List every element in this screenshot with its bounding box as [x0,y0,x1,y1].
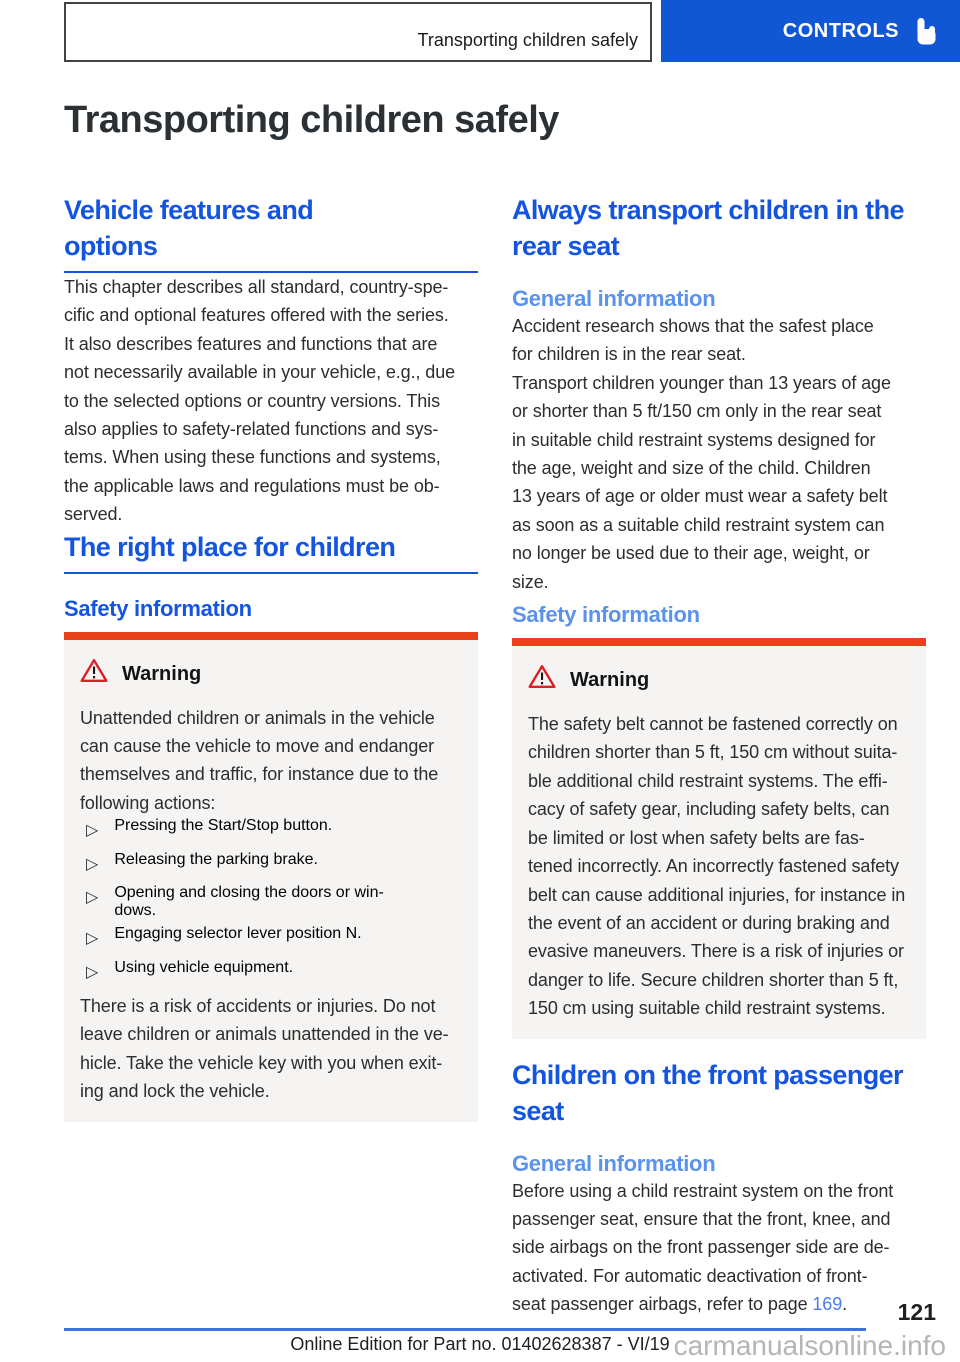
footer-divider [64,1328,866,1331]
list-item-text: Pressing the Start/Stop button. [114,817,333,835]
page-reference-link[interactable]: 169 [812,1294,843,1315]
subheading-safety-information-right: Safety information [512,602,700,628]
paragraph-accident-research: Accident research shows that the safest … [512,316,874,365]
list-item-text: Releasing the parking brake. [114,850,318,868]
list-item-text: Engaging selector lever position N. [114,925,362,943]
warning-title: Warning [122,662,202,685]
paragraph-front-passenger: Before using a child restraint system on… [512,1177,926,1319]
list-item-text: Using vehicle equipment. [114,958,294,976]
chapter-tab-label: CONTROLS [782,19,899,42]
warning-top-bar [512,638,926,647]
triangle-bullet-icon: ▷ [86,822,99,840]
list-item: ▷ Releasing the parking brake. [86,851,462,879]
paragraph-text: . [842,1294,848,1315]
warning-box-right: Warning The safety belt cannot be fasten… [512,638,926,1039]
heading-right-place: The right place for children [64,529,478,574]
breadcrumb: Transporting children safely [417,30,638,50]
list-item: ▷ Using vehicle equipment. [86,959,462,987]
paragraph-transport-children: Transport children younger than 13 years… [512,372,891,592]
warning-outro: There is a risk of accidents or injuries… [80,995,449,1102]
subheading-general-information-2: General information [512,1150,716,1176]
chapter-tab-controls[interactable]: CONTROLS [661,0,960,62]
paragraph-text: Before using a child restraint system on… [512,1180,894,1315]
warning-bullet-list: ▷ Pressing the Start/Stop button. ▷ Rele… [80,817,462,987]
list-item-text: Opening and closing the doors or win- do… [114,884,384,920]
right-column: Always transport children in the rear se… [512,192,926,1319]
subheading-safety-information-left: Safety information [64,595,252,621]
warning-intro: Unattended children or animals in the ve… [80,707,439,813]
heading-vehicle-features: Vehicle features and options [64,192,478,273]
page-title: Transporting children safely [64,99,559,141]
warning-title: Warning [570,669,650,692]
subheading-general-information-1: General information [512,286,716,311]
triangle-bullet-icon: ▷ [86,855,99,873]
list-item: ▷ Pressing the Start/Stop button. [86,817,462,845]
warning-triangle-icon [528,664,556,696]
left-column: Vehicle features and options This chapte… [64,192,478,1319]
heading-front-passenger: Children on the front passenger seat [512,1059,904,1126]
header-breadcrumb-box: Transporting children safely [64,2,652,62]
warning-body: The safety belt cannot be fastened corre… [528,714,906,1019]
page-content: Transporting children safely Vehicle fea… [64,98,926,1319]
hand-pointing-up-icon [913,17,938,46]
warning-box-left: Warning Unattended children or animals i… [64,631,478,1122]
heading-rear-seat: Always transport children in the rear se… [512,195,904,261]
list-item: ▷ Engaging selector lever position N. [86,925,462,953]
warning-triangle-icon [80,658,108,690]
triangle-bullet-icon: ▷ [86,930,99,948]
triangle-bullet-icon: ▷ [86,963,99,981]
list-item: ▷ Opening and closing the doors or win- … [86,884,462,920]
paragraph-vehicle-features: This chapter describes all standard, cou… [64,277,456,525]
edition-note: Online Edition for Part no. 01402628387 … [290,1334,670,1354]
watermark: carmanualsonline.info [673,1330,946,1361]
warning-top-bar [64,631,478,640]
triangle-bullet-icon: ▷ [86,889,99,907]
page-number: 121 [897,1299,936,1325]
